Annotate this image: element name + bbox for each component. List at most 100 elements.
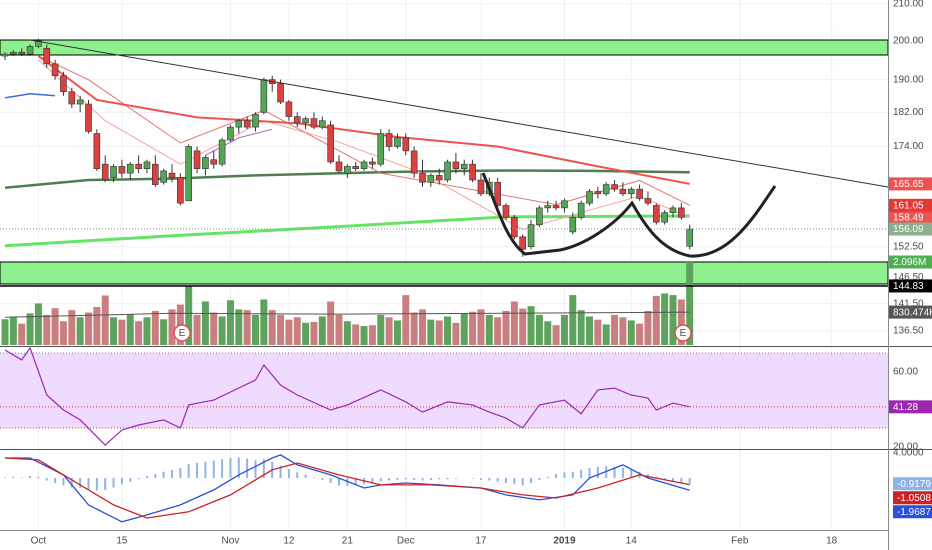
price-label-text: -1.9687: [897, 507, 931, 518]
candle-body: [126, 163, 134, 174]
volume-bar: [310, 322, 318, 345]
histogram-bar: [120, 478, 123, 485]
candle-body: [185, 146, 193, 202]
price-label-box: [893, 491, 932, 505]
volume-bar: [427, 319, 435, 345]
candle-body: [344, 166, 351, 174]
volume-bar: [285, 319, 293, 345]
histogram-bar: [663, 478, 666, 480]
histogram-bar: [471, 478, 474, 479]
price-label-box: [893, 477, 932, 491]
candle-body: [552, 205, 560, 209]
volume-bar: [385, 317, 393, 345]
candle-body: [193, 150, 201, 169]
candle-body: [360, 161, 368, 169]
volume-bar: [460, 313, 468, 345]
candle-body: [494, 181, 501, 206]
y-tick-label: 152.50: [893, 241, 924, 252]
candle-body: [101, 163, 109, 181]
candle-body: [561, 200, 568, 209]
histogram-bar: [504, 478, 507, 483]
candle-body: [235, 120, 243, 128]
price-label: -1.9687: [893, 505, 932, 519]
y-tick-label: 4.0000: [893, 448, 924, 459]
candle-body: [168, 172, 176, 179]
candle-body: [260, 79, 268, 113]
volume-bar: [577, 310, 585, 345]
volume-bar: [18, 323, 26, 345]
histogram-bar: [221, 459, 224, 478]
volume-bar: [76, 317, 84, 345]
support-zone: [0, 261, 889, 285]
candle-body: [419, 172, 426, 183]
histogram-bar: [70, 478, 73, 488]
candle-body: [218, 139, 226, 165]
volume-bar: [377, 314, 385, 345]
candle-body: [252, 114, 259, 128]
candle-body: [1, 53, 9, 57]
candle-body: [602, 184, 610, 195]
price-label-box: [889, 222, 932, 236]
volume-bar: [352, 324, 360, 345]
rsi-band: [0, 353, 888, 428]
earnings-marker: [173, 324, 191, 342]
volume-bar: [210, 312, 218, 345]
volume-bar: [494, 317, 502, 345]
y-tick-label: 20.00: [893, 441, 918, 452]
volume-bar: [360, 325, 368, 345]
price-label: 165.65: [889, 177, 932, 191]
candle-body: [10, 51, 17, 55]
histogram-bar: [154, 474, 157, 478]
volume-bar: [644, 310, 652, 345]
histogram-bar: [563, 472, 566, 478]
price-label-text: -1.0508: [897, 493, 931, 504]
candle-body: [611, 184, 618, 190]
histogram-bar: [204, 461, 207, 478]
moving-average: [205, 128, 273, 156]
histogram-bar: [229, 458, 232, 478]
volume-ma: [4, 311, 690, 318]
histogram-bar: [688, 478, 691, 484]
candle-body: [327, 124, 334, 163]
volume-bar: [135, 321, 143, 345]
volume-bar: [368, 325, 376, 345]
volume-bar: [26, 313, 34, 345]
histogram-bar: [479, 478, 482, 480]
candle-body: [68, 91, 76, 105]
volume-bar: [585, 316, 593, 345]
histogram-bar: [555, 474, 558, 478]
volume-bar: [435, 320, 443, 345]
histogram-bar: [196, 463, 199, 478]
volume-bar: [1, 319, 9, 345]
price-label-text: 144.83: [893, 281, 924, 292]
price-label: 156.09: [889, 222, 932, 236]
volume-bar: [519, 308, 527, 345]
price-label-box: [889, 305, 932, 319]
moving-average: [37, 55, 690, 185]
histogram-bar: [12, 476, 15, 478]
histogram-bar: [454, 478, 457, 479]
volume-bar: [193, 314, 201, 345]
volume-bar: [686, 261, 694, 345]
price-label: 158.49: [889, 210, 932, 224]
volume-bar: [302, 322, 310, 345]
candle-body: [577, 202, 585, 218]
volume-bar: [185, 285, 193, 345]
histogram-bar: [4, 477, 7, 478]
volume-bar: [527, 306, 535, 345]
candle-body: [177, 177, 184, 204]
candle-body: [435, 175, 443, 181]
candle-body: [76, 99, 84, 105]
candle-body: [60, 75, 67, 93]
histogram-bar: [546, 476, 549, 478]
candle-body: [427, 175, 435, 183]
y-tick-label: 210.00: [893, 0, 924, 9]
volume-bar: [293, 317, 301, 345]
volume-bar: [218, 316, 226, 345]
candle-body: [51, 63, 59, 76]
candle-body: [160, 170, 167, 183]
volume-bar: [544, 321, 552, 345]
volume-bar: [268, 310, 276, 345]
y-tick-label: 60.00: [893, 366, 918, 377]
